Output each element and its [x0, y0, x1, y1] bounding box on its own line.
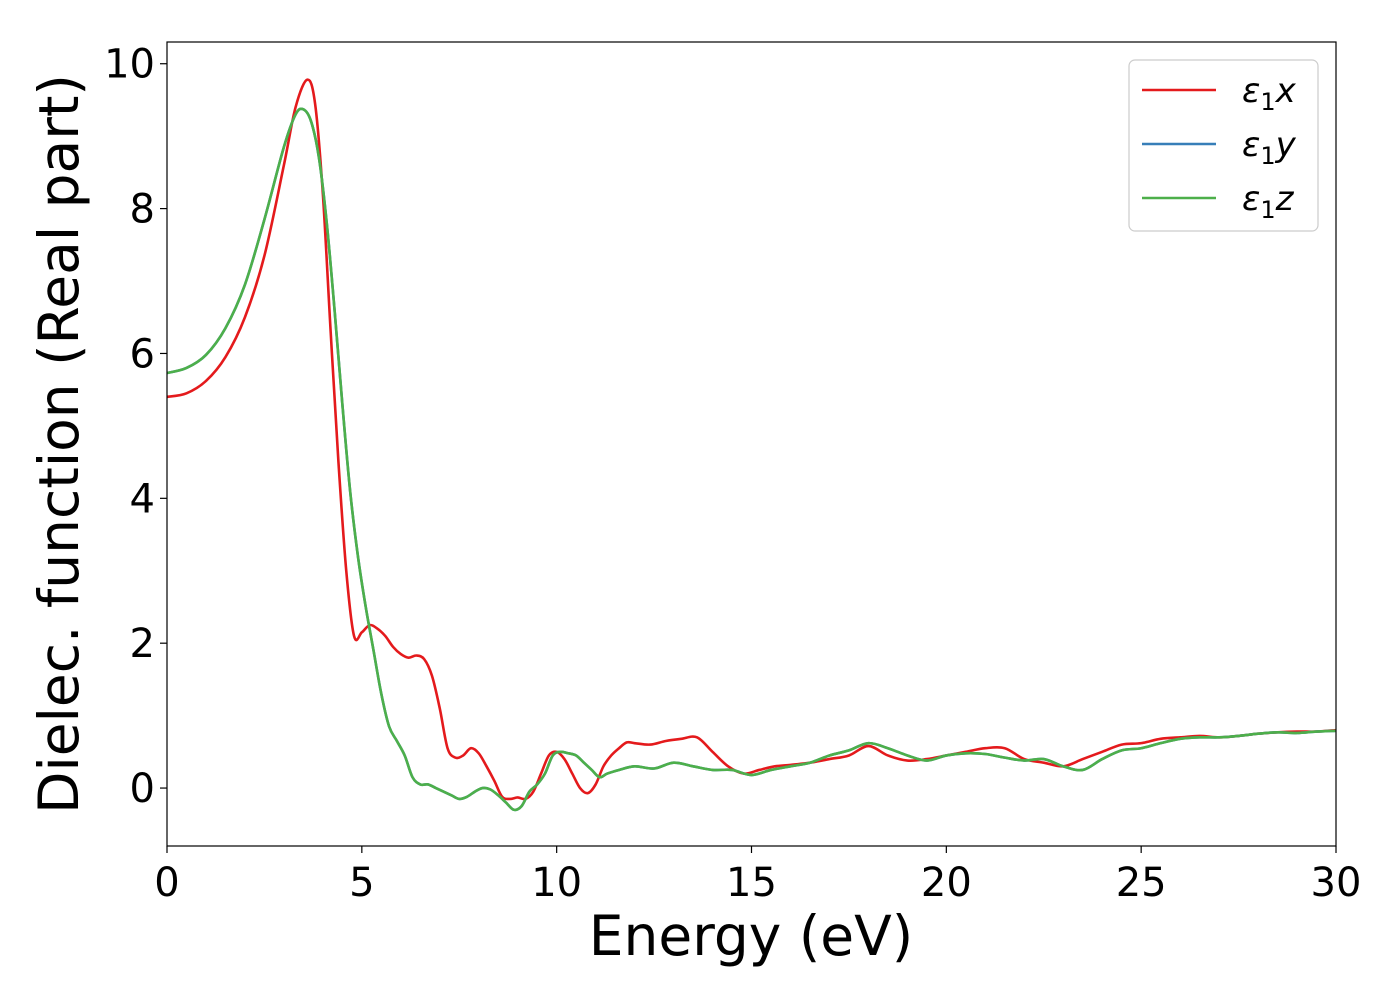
x-tick-label: 0	[154, 860, 179, 906]
x-axis-ticks: 0 5 10 15 20 25 30	[154, 846, 1361, 906]
x-tick-label: 25	[1116, 860, 1167, 906]
y-axis-label: Dielec. function (Real part)	[27, 74, 91, 814]
legend-label: ε1y	[1242, 125, 1297, 170]
y-axis-ticks: 0 2 4 6 8 10	[104, 42, 167, 812]
legend-entry-y: ε1y	[1142, 125, 1297, 170]
y-tick-label: 8	[130, 187, 155, 233]
x-tick-label: 15	[726, 860, 777, 906]
x-tick-label: 10	[531, 860, 582, 906]
y-tick-label: 2	[130, 621, 155, 667]
x-tick-label: 20	[921, 860, 972, 906]
legend: ε1x ε1y ε1z	[1128, 59, 1319, 232]
y-tick-label: 6	[130, 331, 155, 377]
y-tick-label: 10	[104, 42, 155, 88]
legend-entry-z: ε1z	[1142, 179, 1295, 224]
legend-label: ε1z	[1242, 179, 1295, 224]
legend-box	[1128, 59, 1319, 232]
x-tick-label: 30	[1311, 860, 1362, 906]
series-layer	[166, 78, 1337, 812]
x-tick-label: 5	[349, 860, 374, 906]
legend-label: ε1x	[1242, 71, 1297, 116]
legend-entry-x: ε1x	[1142, 71, 1297, 116]
series-line-x	[166, 78, 1337, 801]
series-line-z	[166, 107, 1337, 812]
x-axis-label: Energy (eV)	[589, 904, 913, 968]
y-tick-label: 0	[130, 766, 155, 812]
y-tick-label: 4	[130, 476, 155, 522]
